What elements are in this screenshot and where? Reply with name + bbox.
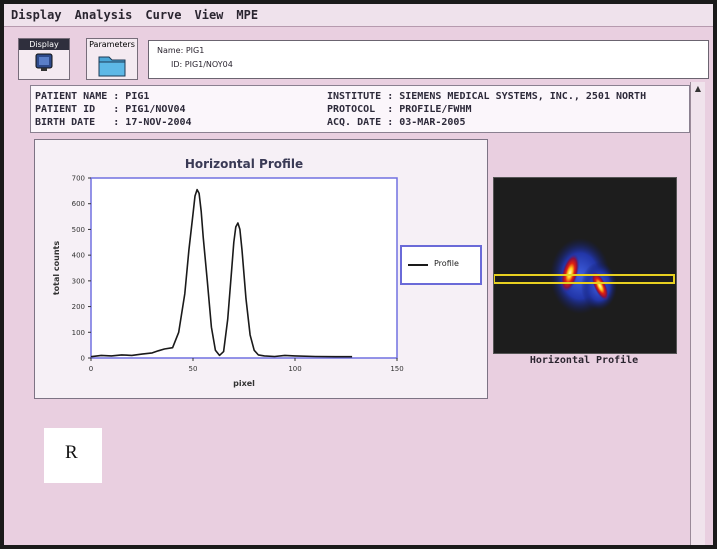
menu-curve[interactable]: Curve <box>145 8 182 22</box>
x-axis-label: pixel <box>233 379 255 388</box>
display-tool-label: Display <box>19 39 69 50</box>
scroll-up-arrow-icon[interactable]: ▲ <box>694 84 702 93</box>
side-marker-letter: R <box>65 442 78 463</box>
legend-label: Profile <box>434 259 459 268</box>
y-axis-label: total counts <box>52 241 61 296</box>
id-label: ID: PIG1/NOY04 <box>171 60 233 69</box>
monitor-icon <box>35 53 53 71</box>
folder-icon <box>98 56 126 77</box>
menu-view[interactable]: View <box>194 8 224 22</box>
menu-display[interactable]: Display <box>11 8 62 22</box>
y-tick-label-2: 200 <box>72 303 85 311</box>
y-tick-label-3: 300 <box>72 277 85 285</box>
x-tick-label-1: 50 <box>189 365 198 373</box>
legend-line-icon <box>408 264 428 266</box>
y-tick-label-7: 700 <box>72 175 85 183</box>
patient-info-right: INSTITUTE : SIEMENS MEDICAL SYSTEMS, INC… <box>327 91 647 128</box>
patient-name-field[interactable]: Name: PIG1 ID: PIG1/NOY04 <box>148 40 709 79</box>
menu-bar: Display Analysis Curve View MPE <box>4 4 713 27</box>
x-tick-label-3: 150 <box>390 365 403 373</box>
patient-info-left: PATIENT NAME : PIG1 PATIENT ID : PIG1/NO… <box>35 91 192 128</box>
menu-analysis[interactable]: Analysis <box>74 8 133 22</box>
app-window: Display Analysis Curve View MPE Display … <box>4 4 713 545</box>
y-tick-label-6: 600 <box>72 200 85 208</box>
side-marker-box: R <box>44 428 102 483</box>
image-caption: Horizontal Profile <box>529 355 639 366</box>
x-tick-label-0: 0 <box>89 365 93 373</box>
parameters-tool-label: Parameters <box>89 40 135 49</box>
series-line-0 <box>90 188 353 358</box>
display-tool-button[interactable]: Display <box>18 38 70 80</box>
y-tick-label-1: 100 <box>72 329 85 337</box>
y-tick-label-5: 500 <box>72 226 85 234</box>
y-tick-label-0: 0 <box>81 355 85 363</box>
scan-image <box>494 238 675 314</box>
parameters-tool-button[interactable]: Parameters <box>86 38 138 80</box>
y-tick-label-4: 400 <box>72 252 85 260</box>
profile-image-panel <box>493 177 677 354</box>
vertical-scrollbar[interactable]: ▲ <box>690 82 705 545</box>
chart-title: Horizontal Profile <box>185 157 303 171</box>
menu-mpe[interactable]: MPE <box>236 8 259 22</box>
x-tick-label-2: 100 <box>288 365 301 373</box>
patient-info-header: PATIENT NAME : PIG1 PATIENT ID : PIG1/NO… <box>30 85 690 133</box>
name-label: Name: PIG1 <box>157 46 205 55</box>
chart-legend: Profile <box>400 245 482 285</box>
horizontal-profile-chart: Horizontal Profile 0 50 100 150 0 100 200 300 400… <box>52 157 404 388</box>
